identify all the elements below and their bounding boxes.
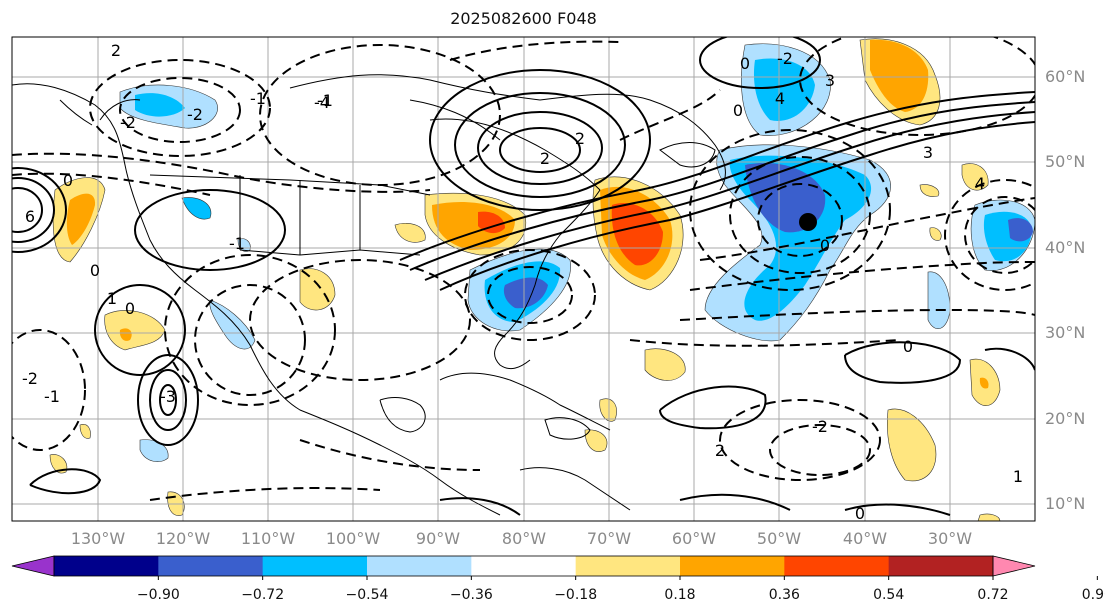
longitude-label: 110°W: [240, 529, 296, 548]
map-title: 2025082600 F048: [450, 9, 597, 28]
contour-label: -2: [22, 369, 38, 388]
colorbar-segment: [784, 556, 890, 576]
contour-label: 0: [855, 504, 865, 523]
contour-label: -1: [229, 234, 245, 253]
colorbar-extend-low: [11, 555, 55, 577]
colorbar-tick-label: −0.90: [136, 587, 180, 603]
contour-label: -3: [160, 387, 176, 406]
longitude-label: 50°W: [756, 529, 802, 548]
longitude-label: 100°W: [325, 529, 381, 548]
map-frame: [11, 36, 1036, 522]
contour-label: 2: [575, 129, 585, 148]
colorbar-segment: [575, 556, 681, 576]
contour-label: -2: [120, 113, 136, 132]
colorbar-tick-label: −0.72: [241, 587, 285, 603]
contour-label: -1: [250, 89, 266, 108]
colorbar-segment: [888, 556, 994, 576]
colorbar-segment: [54, 556, 159, 576]
contour-label: 0: [903, 337, 913, 356]
contour-label: -2: [812, 417, 828, 436]
contour-label: 2: [111, 41, 121, 60]
contour-label: 1: [107, 289, 117, 308]
longitude-label: 30°W: [927, 529, 973, 548]
contour-label: 4: [975, 174, 985, 193]
colorbar-tick-label: 0.18: [664, 587, 696, 603]
contour-label: 0: [733, 101, 743, 120]
longitude-label: 120°W: [155, 529, 211, 548]
colorbar-tick-label: −0.18: [554, 587, 598, 603]
colorbar-extend-high: [992, 555, 1036, 577]
longitude-label: 40°W: [842, 529, 888, 548]
contour-label: 3: [923, 143, 933, 162]
colorbar-tick-label: 0.90: [1081, 587, 1105, 603]
contour-label: 0: [740, 54, 750, 73]
contour-label: 0: [90, 261, 100, 280]
colorbar-tick-label: −0.54: [345, 587, 389, 603]
contour-label: 4: [775, 89, 785, 108]
longitude-label: 60°W: [671, 529, 717, 548]
contour-label: 6: [25, 207, 35, 226]
contour-label: 2: [715, 441, 725, 460]
latitude-label: 50°N: [1045, 152, 1086, 171]
latitude-label: 40°N: [1045, 238, 1086, 257]
colorbar-tick-label: 0.54: [873, 587, 905, 603]
longitude-label: 80°W: [501, 529, 547, 548]
colorbar-tick-label: 0.36: [768, 587, 800, 603]
latitude-label: 20°N: [1045, 409, 1086, 428]
latitude-label: 60°N: [1045, 67, 1086, 86]
contour-label: -1: [317, 91, 333, 110]
storm-marker: [799, 213, 817, 231]
contour-label: 3: [825, 71, 835, 90]
colorbar-tick-label: 0.72: [977, 587, 1009, 603]
colorbar: [11, 555, 1098, 580]
latitude-label: 10°N: [1045, 494, 1086, 513]
colorbar-segment: [262, 556, 368, 576]
colorbar-segment: [680, 556, 785, 576]
latitude-label: 30°N: [1045, 323, 1086, 342]
contour-label: 2: [540, 149, 550, 168]
longitude-label: 70°W: [586, 529, 632, 548]
coastlines: [12, 74, 726, 516]
contour-label: -2: [187, 105, 203, 124]
colorbar-segment: [158, 556, 264, 576]
colorbar-segment: [367, 556, 472, 576]
contour-label: -1: [44, 387, 60, 406]
colorbar-outline: [53, 555, 994, 577]
contour-label: -4: [314, 93, 330, 112]
longitude-label: 90°W: [415, 529, 461, 548]
contour-label: -2: [777, 49, 793, 68]
colorbar-segment: [471, 556, 577, 576]
contour-label: 0: [820, 236, 830, 255]
longitude-label: 130°W: [70, 529, 126, 548]
contour-label: 0: [63, 171, 73, 190]
contour-label: 1: [1013, 467, 1023, 486]
contour-label: 0: [125, 299, 135, 318]
colorbar-tick-label: −0.36: [449, 587, 493, 603]
